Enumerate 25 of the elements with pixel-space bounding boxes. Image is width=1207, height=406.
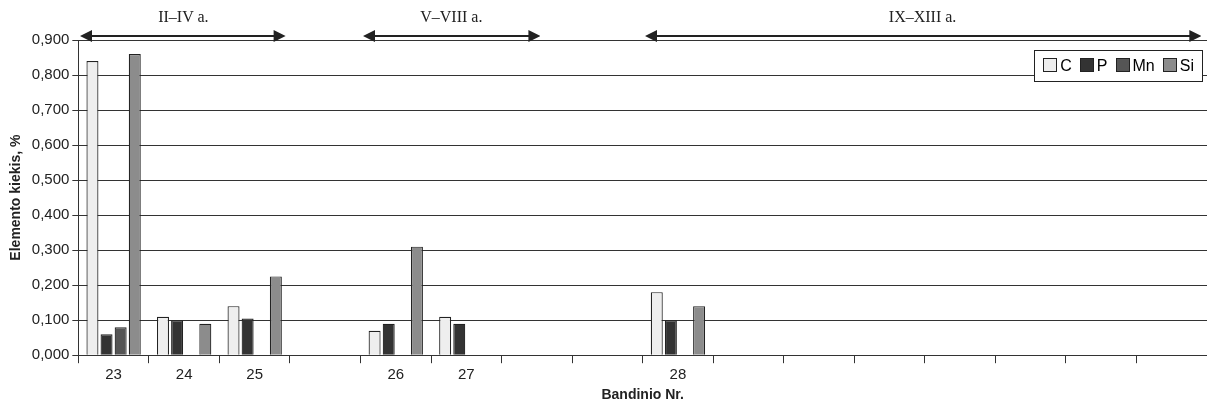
y-tick-label: 0,400 [31, 205, 70, 223]
y-tick-label: 0,300 [31, 240, 70, 258]
x-tick-label: 27 [457, 365, 475, 383]
legend-label: P [1095, 57, 1108, 75]
y-tick-label: 0,100 [31, 310, 70, 328]
legend-label: C [1059, 57, 1072, 75]
text: IX–XIII a. [888, 8, 957, 26]
y-axis-title: Elemento kiekis, % [7, 134, 24, 261]
text: V–VIII a. [420, 8, 483, 26]
x-tick-label: 26 [387, 365, 405, 383]
y-tick-label: 0,200 [31, 275, 70, 293]
x-tick-label: 24 [175, 365, 193, 383]
x-tick-label: 23 [105, 365, 122, 383]
y-tick-label: 0,000 [31, 345, 70, 363]
y-tick-label: 0,500 [31, 170, 70, 188]
text: II–IV a. [158, 8, 209, 26]
x-tick-label: 28 [669, 365, 687, 383]
y-tick-label: 0,600 [31, 135, 70, 153]
x-tick-label: 25 [246, 365, 264, 383]
x-axis-title: Bandinio Nr. [601, 386, 684, 403]
y-tick-label: 0,800 [31, 65, 70, 83]
y-tick-label: 0,900 [31, 30, 70, 48]
legend-label: Si [1178, 57, 1194, 75]
y-tick-label: 0,700 [31, 100, 70, 118]
legend-label: Mn [1131, 57, 1155, 75]
